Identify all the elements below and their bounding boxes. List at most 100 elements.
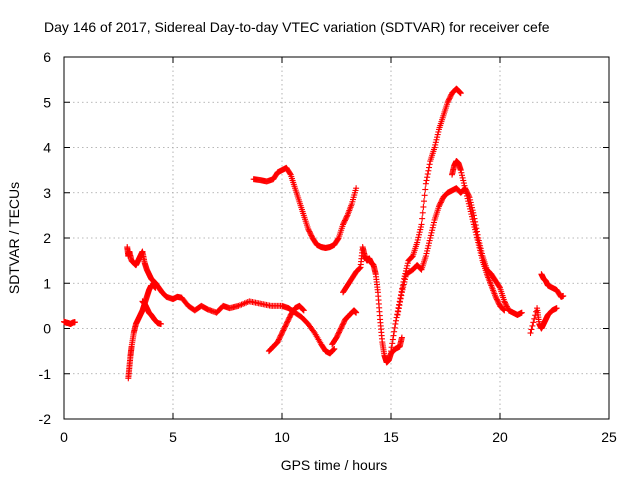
data-point [400, 284, 407, 291]
data-point [341, 217, 348, 224]
data-point [466, 203, 473, 210]
data-point [530, 319, 537, 326]
data-point [424, 247, 431, 254]
data-point [403, 265, 410, 272]
data-point [389, 340, 396, 347]
data-point [389, 336, 396, 343]
data-point [333, 334, 340, 341]
data-point [416, 231, 423, 238]
data-point [459, 172, 466, 179]
data-point [468, 211, 475, 218]
data-point [285, 315, 292, 322]
data-point [417, 224, 424, 231]
y-axis-label: SDTVAR / TECUs [6, 182, 22, 294]
data-point [478, 252, 485, 259]
data-point [353, 185, 360, 192]
data-point [478, 255, 485, 262]
data-point [335, 330, 342, 337]
data-point [390, 332, 397, 339]
data-point [423, 250, 430, 257]
data-point [280, 326, 287, 333]
data-point [404, 260, 411, 267]
data-point [495, 300, 502, 307]
data-point [336, 328, 343, 335]
data-point [415, 234, 422, 241]
data-point [472, 226, 479, 233]
data-point [470, 218, 477, 225]
data-point [434, 131, 441, 138]
data-point [501, 307, 508, 314]
x-tick-label: 25 [601, 429, 617, 445]
data-point [430, 222, 437, 229]
data-point [356, 265, 363, 272]
data-point [433, 136, 440, 143]
data-point [335, 235, 342, 242]
data-point [502, 300, 509, 307]
data-point [397, 298, 404, 305]
data-point [158, 320, 165, 327]
data-point [425, 240, 432, 247]
y-tick-label: -1 [39, 366, 52, 382]
data-point [274, 339, 281, 346]
data-points [61, 85, 567, 382]
data-point [343, 214, 350, 221]
data-point [414, 239, 421, 246]
data-point [285, 317, 292, 324]
data-point [340, 319, 347, 326]
data-point [424, 174, 431, 181]
data-point [388, 344, 395, 351]
x-tick-label: 5 [169, 429, 177, 445]
data-point [496, 283, 503, 290]
data-point [339, 321, 346, 328]
data-point [398, 334, 405, 341]
data-point [465, 200, 472, 207]
data-point [417, 226, 424, 233]
data-point [477, 249, 484, 256]
data-point [342, 216, 349, 223]
data-point [397, 295, 404, 302]
data-point [437, 200, 444, 207]
data-point [430, 219, 437, 226]
data-point [425, 167, 432, 174]
data-point [424, 171, 431, 178]
data-point [427, 235, 434, 241]
data-point [282, 322, 289, 329]
data-point [281, 324, 288, 331]
data-point [284, 318, 291, 325]
data-point [335, 329, 342, 336]
data-point [388, 348, 394, 355]
data-point [398, 289, 405, 296]
data-point [426, 161, 433, 168]
data-point [331, 345, 338, 352]
data-point [500, 306, 507, 313]
y-tick-label: 1 [43, 275, 51, 291]
data-point [279, 330, 285, 337]
data-point [416, 229, 423, 236]
chart-title: Day 146 of 2017, Sidereal Day-to-day VTE… [44, 19, 550, 35]
data-point [459, 174, 466, 181]
data-point [475, 239, 482, 246]
data-point [495, 298, 502, 305]
data-point [428, 229, 435, 236]
data-point [444, 99, 451, 106]
data-point [282, 323, 289, 330]
data-point [399, 286, 406, 293]
data-point [447, 94, 454, 101]
data-point [330, 346, 337, 353]
data-point [492, 293, 499, 300]
data-point [493, 296, 500, 303]
data-point [494, 297, 501, 304]
data-point [307, 231, 314, 238]
x-axis-label: GPS time / hours [281, 457, 388, 473]
x-tick-label: 15 [383, 429, 399, 445]
x-tick-label: 20 [492, 429, 508, 445]
data-point [414, 236, 421, 243]
data-point [305, 227, 312, 234]
data-point [300, 307, 307, 314]
data-point [468, 213, 475, 220]
data-point [340, 320, 347, 327]
data-point [467, 205, 474, 212]
data-point [472, 229, 479, 236]
data-point [436, 202, 443, 209]
data-point [278, 331, 285, 338]
